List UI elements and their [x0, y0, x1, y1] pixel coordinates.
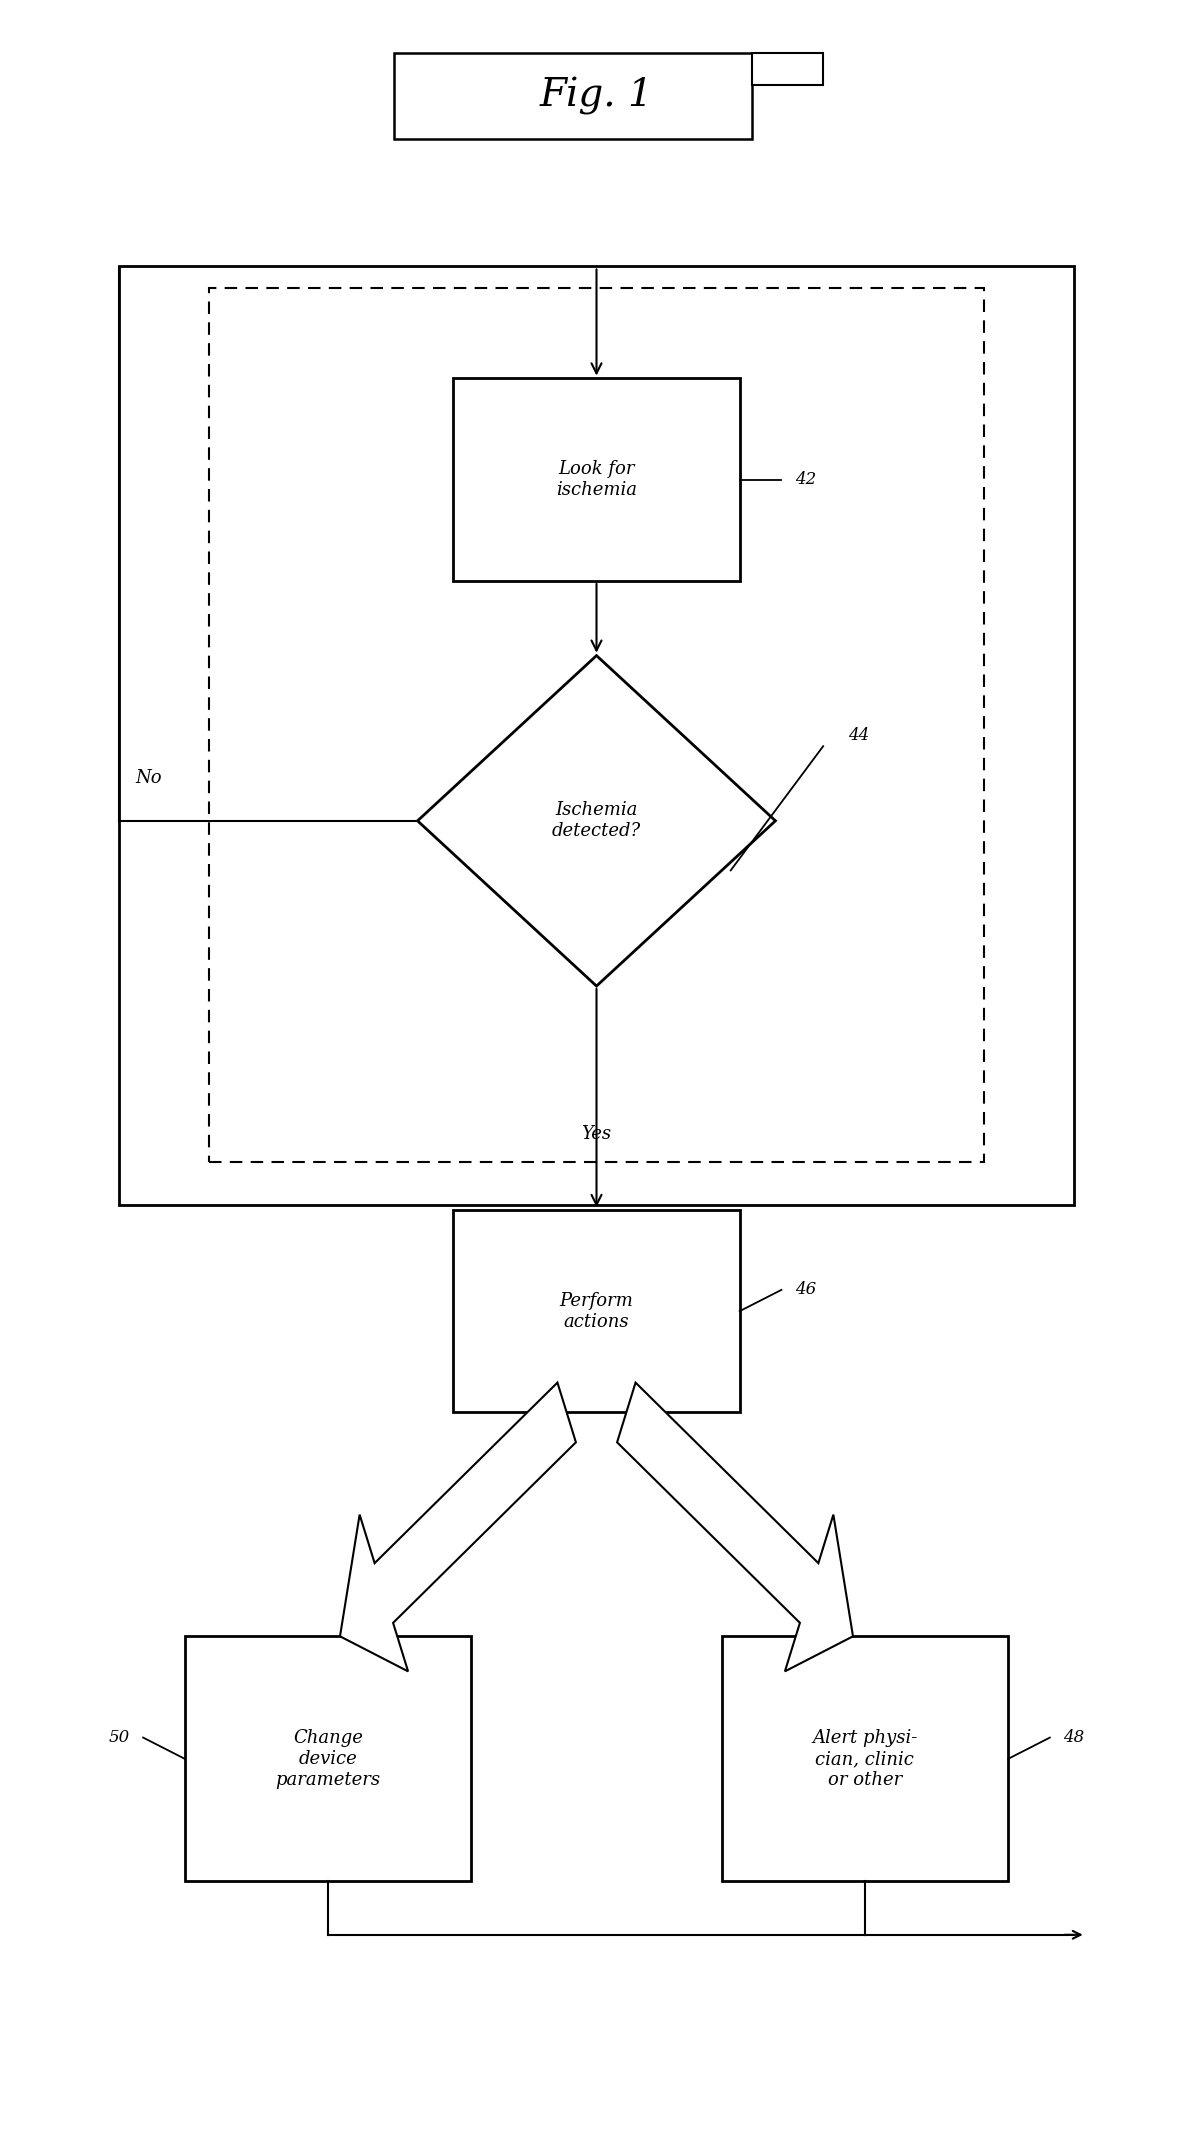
Bar — [394, 53, 752, 139]
Text: Ischemia
detected?: Ischemia detected? — [552, 802, 641, 840]
Text: 42: 42 — [795, 471, 816, 488]
Text: Fig. 1: Fig. 1 — [539, 77, 654, 115]
Text: Change
device
parameters: Change device parameters — [276, 1729, 381, 1789]
Text: 46: 46 — [795, 1281, 816, 1298]
Text: Yes: Yes — [581, 1126, 612, 1143]
Text: 50: 50 — [109, 1729, 130, 1746]
Text: No: No — [136, 770, 162, 787]
Text: Perform
actions: Perform actions — [560, 1292, 633, 1330]
Text: 44: 44 — [848, 727, 870, 744]
Text: Alert physi-
cian, clinic
or other: Alert physi- cian, clinic or other — [812, 1729, 917, 1789]
Bar — [453, 379, 740, 580]
Text: Look for
ischemia: Look for ischemia — [556, 461, 637, 499]
Polygon shape — [418, 657, 775, 985]
Bar — [209, 288, 984, 1162]
Text: 48: 48 — [1063, 1729, 1084, 1746]
Polygon shape — [752, 53, 823, 85]
Polygon shape — [340, 1382, 576, 1671]
Bar — [185, 1637, 471, 1883]
Bar — [119, 266, 1074, 1205]
Polygon shape — [617, 1382, 853, 1671]
Bar — [722, 1637, 1008, 1883]
Bar — [453, 1211, 740, 1411]
